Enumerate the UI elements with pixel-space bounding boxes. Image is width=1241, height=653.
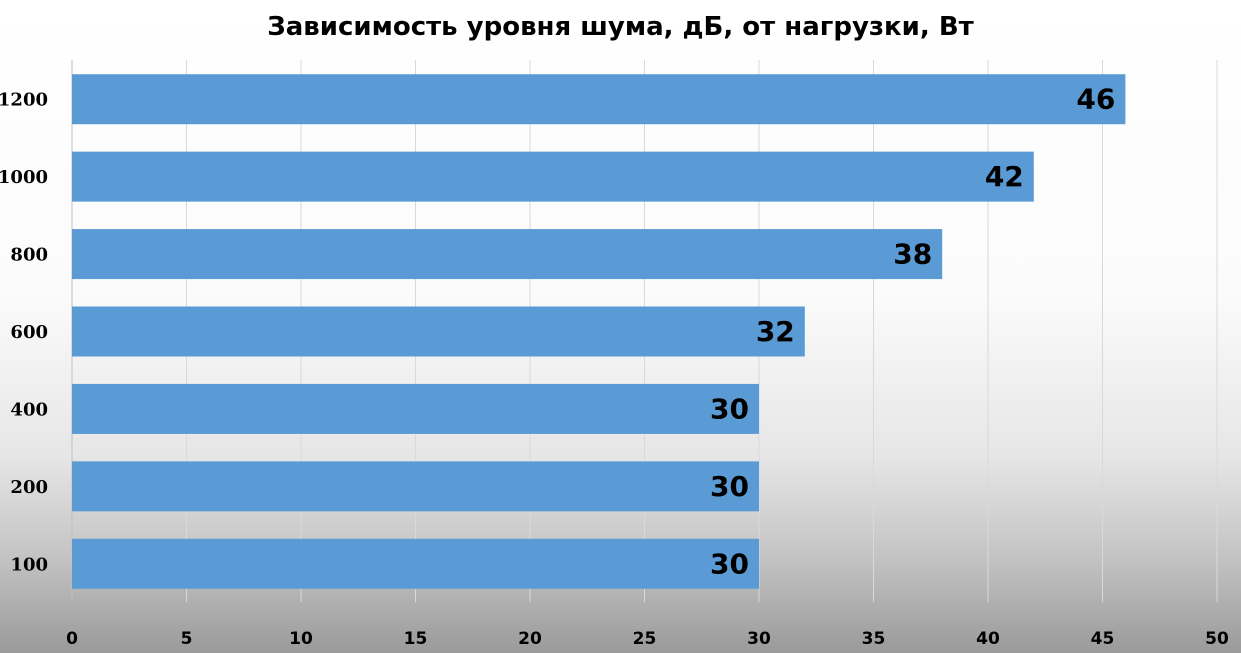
data-label: 30	[710, 547, 749, 580]
y-axis-ticks: 1200 1000 800 600 400 200 100	[0, 90, 48, 576]
y-tick-label: 200	[10, 477, 48, 498]
x-tick-label: 40	[976, 629, 1000, 649]
data-label: 42	[985, 160, 1024, 193]
bar	[72, 74, 1126, 125]
data-label: 38	[893, 238, 932, 271]
bar	[72, 383, 759, 434]
data-labels: 46 42 38 32 30 30 30	[710, 83, 1115, 581]
data-label: 30	[710, 392, 749, 425]
y-tick-label: 100	[10, 554, 48, 575]
x-tick-label: 5	[181, 629, 193, 649]
bar	[72, 306, 805, 357]
x-tick-label: 45	[1091, 629, 1115, 649]
x-tick-label: 50	[1205, 629, 1229, 649]
x-tick-label: 15	[404, 629, 428, 649]
x-tick-label: 0	[66, 629, 78, 649]
x-axis-ticks: 0 5 10 15 20 25 30 35 40 45 50	[66, 629, 1229, 649]
y-tick-label: 1200	[0, 90, 48, 111]
x-tick-label: 25	[633, 629, 657, 649]
x-tick-label: 10	[289, 629, 313, 649]
x-tick-label: 20	[518, 629, 542, 649]
y-tick-label: 600	[10, 322, 48, 343]
bar	[72, 229, 943, 280]
data-label: 32	[756, 315, 795, 348]
bars	[72, 74, 1126, 589]
chart-title: Зависимость уровня шума, дБ, от нагрузки…	[267, 12, 974, 42]
bar	[72, 151, 1034, 202]
y-tick-label: 1000	[0, 167, 48, 188]
data-label: 30	[710, 470, 749, 503]
y-tick-label: 400	[10, 399, 48, 420]
x-tick-label: 30	[747, 629, 771, 649]
bar	[72, 538, 759, 589]
y-tick-label: 800	[10, 245, 48, 266]
bar	[72, 461, 759, 512]
data-label: 46	[1076, 83, 1115, 116]
x-tick-label: 35	[862, 629, 886, 649]
